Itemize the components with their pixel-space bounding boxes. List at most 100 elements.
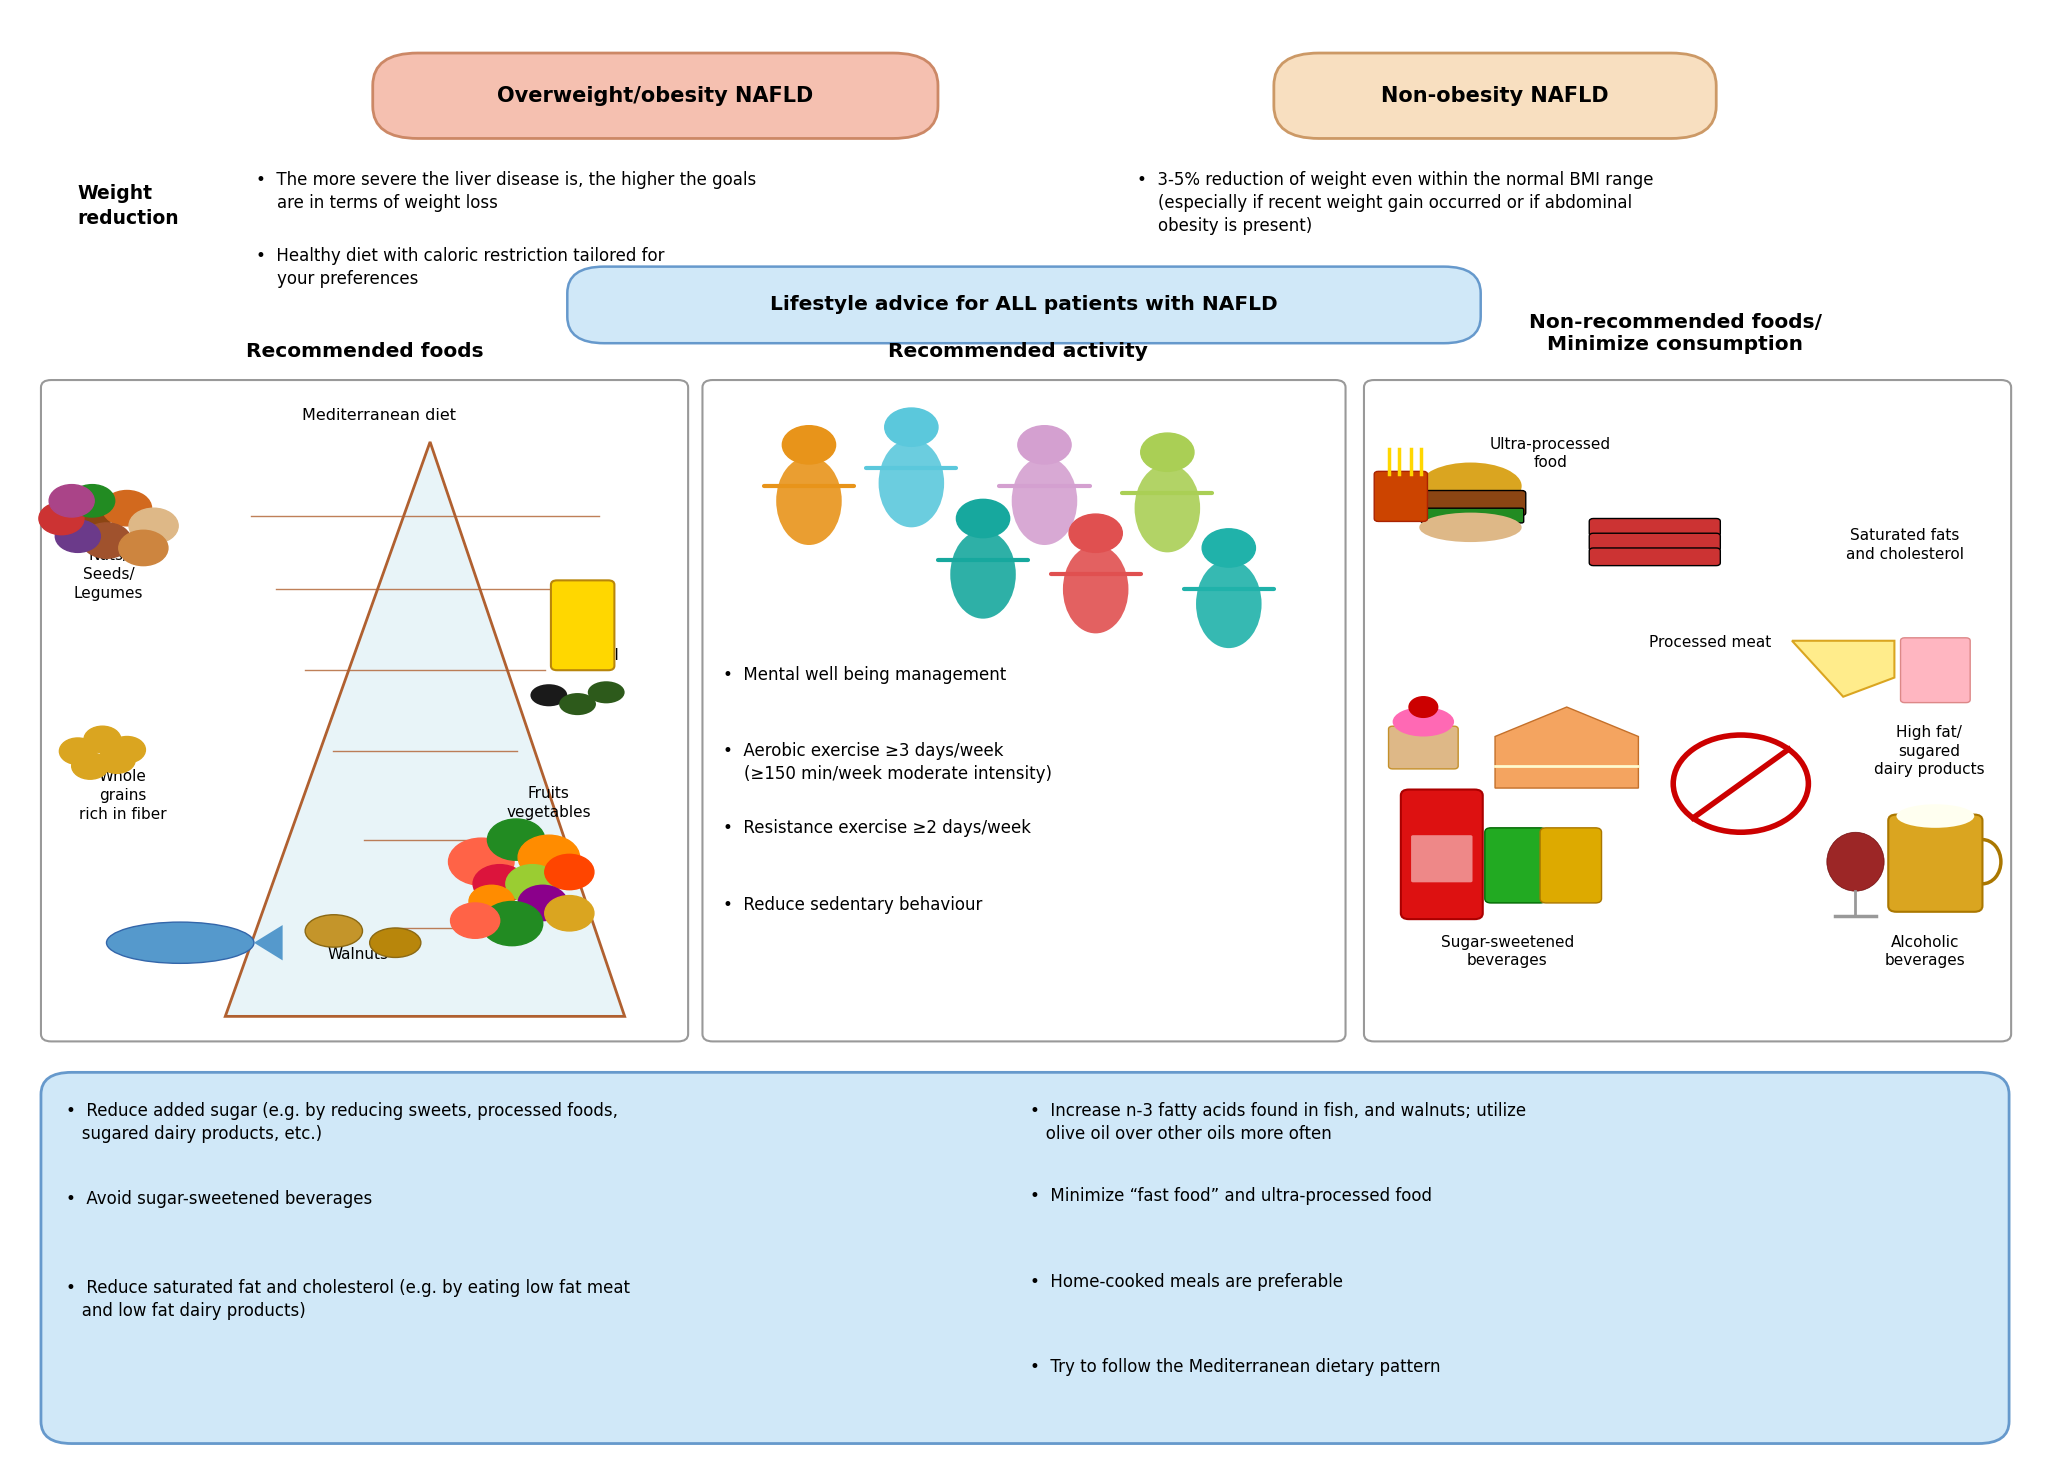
Text: Non-recommended foods/
Minimize consumption: Non-recommended foods/ Minimize consumpt… [1528,312,1823,354]
Text: Overweight/obesity NAFLD: Overweight/obesity NAFLD [498,85,813,106]
Ellipse shape [369,928,422,957]
Ellipse shape [1393,707,1454,736]
Polygon shape [254,925,283,960]
FancyBboxPatch shape [1389,726,1458,769]
Circle shape [1202,529,1255,567]
Text: Saturated fats
and cholesterol: Saturated fats and cholesterol [1845,529,1964,561]
Text: Sugar-sweetened
beverages: Sugar-sweetened beverages [1440,935,1575,968]
Text: •  Reduce sedentary behaviour: • Reduce sedentary behaviour [723,896,983,913]
FancyBboxPatch shape [702,380,1346,1041]
Polygon shape [1792,641,1894,697]
Ellipse shape [1419,463,1522,510]
Ellipse shape [530,683,567,707]
Text: •  Try to follow the Mediterranean dietary pattern: • Try to follow the Mediterranean dietar… [1030,1358,1440,1376]
Circle shape [1141,433,1194,471]
Circle shape [59,738,96,764]
Text: •  3-5% reduction of weight even within the normal BMI range
    (especially if : • 3-5% reduction of weight even within t… [1137,171,1653,234]
FancyBboxPatch shape [1485,828,1546,903]
Text: •  Healthy diet with caloric restriction tailored for
    your preferences: • Healthy diet with caloric restriction … [256,247,664,289]
Circle shape [956,499,1010,538]
Circle shape [49,485,94,517]
Text: High fat/
sugared
dairy products: High fat/ sugared dairy products [1874,725,1985,778]
Text: Recommended activity: Recommended activity [889,342,1147,361]
Circle shape [61,501,111,536]
Circle shape [885,408,938,446]
Text: •  The more severe the liver disease is, the higher the goals
    are in terms o: • The more severe the liver disease is, … [256,171,756,212]
FancyBboxPatch shape [1411,835,1473,882]
Circle shape [70,485,115,517]
Ellipse shape [305,915,362,947]
Ellipse shape [879,439,944,527]
Polygon shape [1495,707,1638,788]
Text: Weight
reduction: Weight reduction [78,184,180,228]
Text: Fish: Fish [137,947,166,962]
Circle shape [129,508,178,544]
Ellipse shape [1419,513,1522,542]
Circle shape [1018,426,1071,464]
Circle shape [473,865,526,903]
Circle shape [72,753,109,779]
FancyBboxPatch shape [1374,471,1427,521]
Polygon shape [225,442,625,1016]
Ellipse shape [950,530,1016,619]
FancyBboxPatch shape [373,53,938,138]
Text: •  Minimize “fast food” and ultra-processed food: • Minimize “fast food” and ultra-process… [1030,1187,1432,1205]
Circle shape [481,901,543,946]
Circle shape [506,865,559,903]
Circle shape [518,885,567,921]
Ellipse shape [106,922,254,963]
Text: Recommended foods: Recommended foods [246,342,483,361]
Ellipse shape [559,692,596,716]
Text: Mediterranean diet: Mediterranean diet [301,408,457,423]
FancyBboxPatch shape [1589,533,1720,551]
FancyBboxPatch shape [1888,815,1982,912]
Text: •  Avoid sugar-sweetened beverages: • Avoid sugar-sweetened beverages [66,1190,373,1208]
FancyBboxPatch shape [41,1072,2009,1444]
Circle shape [55,520,100,552]
Text: •  Reduce added sugar (e.g. by reducing sweets, processed foods,
   sugared dair: • Reduce added sugar (e.g. by reducing s… [66,1102,618,1143]
FancyBboxPatch shape [1540,828,1602,903]
Text: Whole
grains
rich in fiber: Whole grains rich in fiber [80,769,166,822]
Text: •  Increase n-3 fatty acids found in fish, and walnuts; utilize
   olive oil ove: • Increase n-3 fatty acids found in fish… [1030,1102,1526,1143]
Circle shape [84,726,121,753]
Circle shape [1069,514,1122,552]
FancyBboxPatch shape [1589,548,1720,566]
FancyBboxPatch shape [1421,508,1524,523]
Text: •  Aerobic exercise ≥3 days/week
    (≥150 min/week moderate intensity): • Aerobic exercise ≥3 days/week (≥150 mi… [723,742,1053,784]
Circle shape [109,736,145,763]
Ellipse shape [1135,464,1200,552]
FancyBboxPatch shape [1364,380,2011,1041]
Text: Alcoholic
beverages: Alcoholic beverages [1884,935,1966,968]
Text: Walnuts: Walnuts [328,947,389,962]
Text: Olive oil: Olive oil [557,648,618,663]
Text: •  Mental well being management: • Mental well being management [723,666,1006,683]
FancyBboxPatch shape [551,580,614,670]
Ellipse shape [1012,457,1077,545]
Ellipse shape [1827,832,1884,891]
FancyBboxPatch shape [1401,790,1483,919]
Ellipse shape [1063,545,1128,633]
Circle shape [1409,697,1438,717]
Circle shape [39,502,84,535]
Circle shape [545,854,594,890]
Text: Sweets: Sweets [1567,767,1620,782]
FancyBboxPatch shape [1589,518,1720,536]
Ellipse shape [1196,560,1262,648]
Circle shape [487,819,545,860]
FancyBboxPatch shape [1274,53,1716,138]
Text: •  Home-cooked meals are preferable: • Home-cooked meals are preferable [1030,1273,1343,1290]
Text: •  Reduce saturated fat and cholesterol (e.g. by eating low fat meat
   and low : • Reduce saturated fat and cholesterol (… [66,1279,629,1320]
Circle shape [82,523,131,558]
Text: Lifestyle advice for ALL patients with NAFLD: Lifestyle advice for ALL patients with N… [770,296,1278,314]
FancyBboxPatch shape [41,380,688,1041]
Text: Processed meat: Processed meat [1649,635,1772,650]
Ellipse shape [776,457,842,545]
Circle shape [98,747,135,773]
Text: Ultra-processed
food: Ultra-processed food [1489,437,1612,470]
Text: Nuts/
Seeds/
Legumes: Nuts/ Seeds/ Legumes [74,548,143,601]
Text: Fruits
vegetables: Fruits vegetables [506,787,592,819]
FancyBboxPatch shape [1901,638,1970,703]
FancyBboxPatch shape [1419,491,1526,516]
Circle shape [119,530,168,566]
Circle shape [451,903,500,938]
